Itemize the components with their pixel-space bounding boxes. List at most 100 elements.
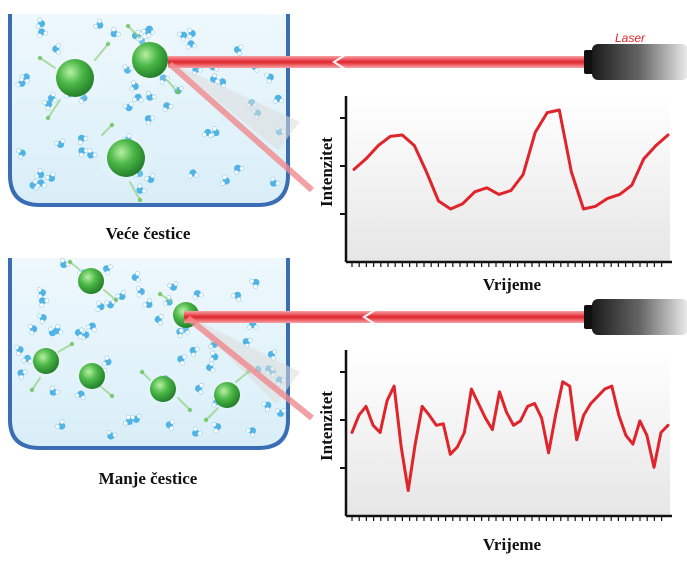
water-molecule (35, 179, 47, 189)
water-molecule (210, 73, 220, 84)
motion-arrow (101, 124, 113, 136)
water-molecule (264, 72, 274, 84)
motion-arrow-head (45, 115, 51, 121)
particle-large (132, 42, 168, 78)
signal-line-large (352, 108, 670, 211)
laser-device-top (584, 44, 687, 80)
motion-arrow (159, 293, 173, 303)
water-molecule (154, 314, 164, 326)
water-molecule (85, 322, 97, 333)
motion-arrow (47, 99, 61, 119)
water-molecule (104, 299, 116, 309)
chart-small-particles: Intenzitet Vrijeme (317, 350, 672, 554)
scatter-ray-bottom (186, 315, 314, 421)
water-molecule (95, 300, 105, 312)
water-molecule (37, 313, 47, 325)
water-molecule (249, 278, 260, 289)
beam-arrow-top (331, 51, 351, 73)
laser-device-bottom (584, 299, 687, 335)
water-molecule (162, 102, 174, 112)
water-molecule (35, 17, 46, 29)
water-molecule (132, 93, 144, 103)
water-molecule (220, 174, 230, 186)
water-molecule (52, 43, 61, 55)
motion-arrow-head (69, 341, 75, 347)
water-molecule (53, 323, 64, 335)
water-molecule (136, 183, 147, 194)
laser-beam-bottom (184, 311, 588, 323)
water-molecule (78, 147, 89, 158)
water-molecule (44, 171, 56, 182)
water-molecule (234, 44, 244, 56)
water-molecule (16, 148, 26, 160)
water-molecule (245, 427, 256, 438)
water-molecule (93, 18, 104, 29)
motion-arrow-head (29, 387, 35, 393)
water-molecule (34, 168, 45, 179)
water-molecule (55, 419, 66, 430)
water-molecule (106, 429, 118, 440)
motion-arrow (31, 377, 41, 391)
water-molecule (15, 76, 26, 88)
water-molecule (211, 421, 222, 434)
laser-beam-top (168, 56, 588, 68)
water-molecule (144, 173, 155, 184)
particle-small (78, 268, 104, 294)
water-molecule (177, 354, 187, 366)
water-molecule (230, 291, 242, 302)
water-molecule (272, 94, 285, 104)
water-molecule (77, 134, 89, 145)
motion-arrow-head (37, 55, 43, 61)
y-axis-label: Intenzitet (317, 137, 336, 207)
motion-arrow-head (203, 417, 209, 423)
water-molecule (37, 28, 49, 39)
water-molecule (27, 323, 38, 336)
water-molecule (192, 426, 203, 437)
water-molecule (60, 258, 71, 269)
water-molecule (87, 148, 98, 159)
water-molecule (201, 128, 214, 138)
water-molecule (74, 327, 85, 339)
water-molecule (131, 271, 141, 283)
water-molecule (49, 385, 60, 396)
motion-arrow-head (125, 23, 131, 29)
large-particles (46, 32, 178, 187)
x-axis-ticks (351, 262, 663, 267)
water-molecule (165, 419, 175, 431)
motion-arrows-top (37, 23, 181, 203)
water-molecule (42, 100, 53, 111)
water-molecule (146, 90, 157, 101)
caption-small-particles: Manje čestice (99, 469, 198, 488)
water-molecule (177, 31, 188, 42)
water-molecule (192, 290, 204, 300)
particle-small (79, 363, 105, 389)
particle-large (107, 139, 145, 177)
x-axis-label: Vrijeme (483, 275, 542, 294)
water-molecule (17, 369, 28, 380)
water-molecule (270, 176, 281, 187)
particle-small (214, 382, 240, 408)
water-molecule (39, 297, 50, 308)
water-molecule (261, 401, 272, 412)
x-axis-label: Vrijeme (483, 535, 542, 554)
water-molecule (14, 344, 24, 356)
motion-arrow (94, 43, 109, 61)
water-molecule (189, 346, 200, 358)
scatter-cone-top (170, 62, 300, 150)
water-molecule (209, 350, 219, 362)
laser-label: Laser (615, 31, 646, 45)
small-particles (27, 262, 246, 414)
water-molecule (115, 289, 126, 300)
chart-plot-area (346, 96, 670, 262)
water-molecule (122, 101, 134, 112)
motion-arrow (177, 397, 191, 411)
water-molecule (123, 414, 133, 426)
water-molecule (110, 26, 121, 38)
water-molecule (135, 286, 145, 298)
signal-line-small (350, 380, 670, 492)
motion-arrow-head (67, 259, 73, 265)
water-molecule (187, 27, 196, 40)
motion-arrow-head (113, 297, 119, 303)
